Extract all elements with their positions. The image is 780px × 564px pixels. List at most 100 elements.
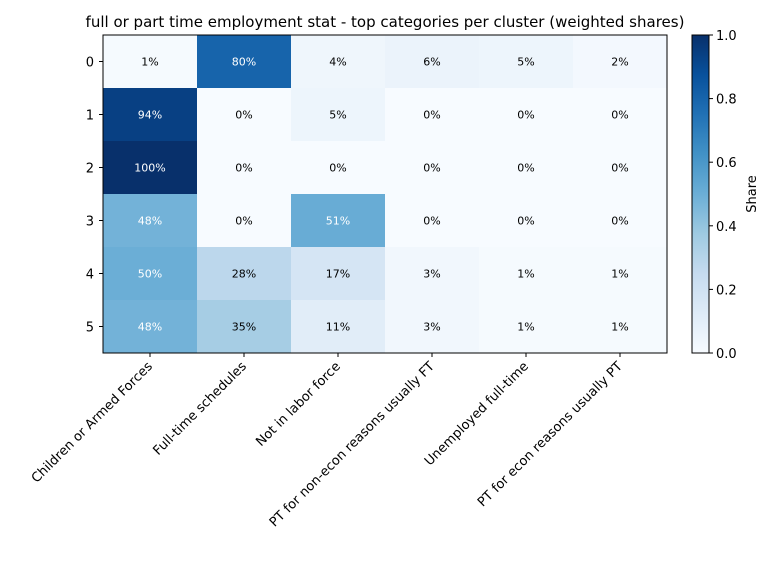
y-tick-label-0: 0 <box>86 56 94 71</box>
cell-r5-c1 <box>197 300 291 353</box>
x-tick-label-3: PT for non-econ reasons usually FT <box>267 359 438 530</box>
cell-label-r3-c3: 0% <box>423 215 440 228</box>
cell-r4-c1 <box>197 247 291 300</box>
cell-r5-c2 <box>291 300 385 353</box>
cell-label-r3-c0: 48% <box>138 215 162 228</box>
cell-r3-c4 <box>479 194 573 247</box>
cell-r1-c2 <box>291 88 385 141</box>
colorbar-tick-label-3: 0.6 <box>716 156 737 171</box>
colorbar: 0.0 0.2 0.4 0.6 0.8 1.0 Share <box>691 29 760 362</box>
cell-label-r2-c0: 100% <box>134 162 165 175</box>
heatmap-cells <box>103 35 667 353</box>
y-axis: 0 1 2 3 4 5 <box>86 56 103 336</box>
cell-label-r4-c1: 28% <box>232 268 256 281</box>
heatmap-cell-labels: 1% 80% 4% 6% 5% 2% 94% 0% 5% 0% 0% 0% 100% 0% 0% 0% 0% 0%… <box>134 56 628 334</box>
cell-r2-c2 <box>291 141 385 194</box>
cell-label-r0-c0: 1% <box>141 56 158 69</box>
cell-r1-c1 <box>197 88 291 141</box>
cell-label-r3-c5: 0% <box>611 215 628 228</box>
cell-r2-c4 <box>479 141 573 194</box>
cell-label-r1-c0: 94% <box>138 109 162 122</box>
cell-label-r5-c0: 48% <box>138 321 162 334</box>
cell-r1-c3 <box>385 88 479 141</box>
cell-r0-c0 <box>103 35 197 88</box>
cell-r0-c1 <box>197 35 291 88</box>
x-tick-label-1: Full-time schedules <box>151 359 250 458</box>
x-tick-label-0: Children or Armed Forces <box>29 359 156 486</box>
cell-r3-c5 <box>573 194 667 247</box>
cell-r3-c3 <box>385 194 479 247</box>
cell-label-r1-c4: 0% <box>517 109 534 122</box>
chart-title: full or part time employment stat - top … <box>86 13 685 31</box>
cell-label-r0-c1: 80% <box>232 56 256 69</box>
cell-label-r5-c4: 1% <box>517 321 534 334</box>
colorbar-tick-label-4: 0.8 <box>716 93 737 108</box>
cell-label-r1-c2: 5% <box>329 109 346 122</box>
cell-label-r2-c1: 0% <box>235 162 252 175</box>
colorbar-tick-label-1: 0.2 <box>716 283 737 298</box>
cell-r4-c0 <box>103 247 197 300</box>
cell-label-r2-c3: 0% <box>423 162 440 175</box>
cell-r0-c2 <box>291 35 385 88</box>
plot-frame <box>102 34 668 354</box>
cell-label-r3-c2: 51% <box>326 215 350 228</box>
colorbar-label: Share <box>745 175 760 213</box>
cell-r5-c4 <box>479 300 573 353</box>
y-tick-label-3: 3 <box>86 215 94 230</box>
cell-label-r0-c4: 5% <box>517 56 534 69</box>
cell-r1-c0 <box>103 88 197 141</box>
cell-r4-c3 <box>385 247 479 300</box>
cell-r3-c1 <box>197 194 291 247</box>
cell-label-r5-c1: 35% <box>232 321 256 334</box>
cell-r1-c4 <box>479 88 573 141</box>
cell-label-r2-c5: 0% <box>611 162 628 175</box>
cell-label-r5-c3: 3% <box>423 321 440 334</box>
cell-label-r1-c5: 0% <box>611 109 628 122</box>
cell-label-r0-c3: 6% <box>423 56 440 69</box>
cell-label-r1-c3: 0% <box>423 109 440 122</box>
cell-label-r4-c3: 3% <box>423 268 440 281</box>
cell-label-r2-c2: 0% <box>329 162 346 175</box>
y-tick-label-4: 4 <box>86 268 94 283</box>
y-tick-label-5: 5 <box>86 321 94 336</box>
cell-r3-c2 <box>291 194 385 247</box>
x-tick-label-2: Not in labor force <box>253 359 343 449</box>
y-tick-label-2: 2 <box>86 162 94 177</box>
cell-r0-c3 <box>385 35 479 88</box>
cell-label-r3-c4: 0% <box>517 215 534 228</box>
cell-label-r5-c5: 1% <box>611 321 628 334</box>
cell-r3-c0 <box>103 194 197 247</box>
y-tick-label-1: 1 <box>86 109 94 124</box>
cell-r5-c0 <box>103 300 197 353</box>
cell-r0-c5 <box>573 35 667 88</box>
colorbar-tick-label-5: 1.0 <box>716 29 737 44</box>
cell-r5-c3 <box>385 300 479 353</box>
cell-r5-c5 <box>573 300 667 353</box>
cell-label-r5-c2: 11% <box>326 321 350 334</box>
colorbar-gradient <box>691 34 710 354</box>
cell-r2-c3 <box>385 141 479 194</box>
x-tick-label-4: Unemployed full-time <box>422 359 532 469</box>
cell-r4-c5 <box>573 247 667 300</box>
cell-r1-c5 <box>573 88 667 141</box>
cell-label-r0-c5: 2% <box>611 56 628 69</box>
cell-label-r3-c1: 0% <box>235 215 252 228</box>
colorbar-tick-label-2: 0.4 <box>716 220 737 235</box>
colorbar-tick-label-0: 0.0 <box>716 347 737 362</box>
cell-r0-c4 <box>479 35 573 88</box>
cell-label-r0-c2: 4% <box>329 56 346 69</box>
cell-r4-c4 <box>479 247 573 300</box>
cell-r2-c0 <box>103 141 197 194</box>
cell-label-r4-c5: 1% <box>611 268 628 281</box>
cell-r2-c5 <box>573 141 667 194</box>
cell-label-r4-c2: 17% <box>326 268 350 281</box>
cell-r4-c2 <box>291 247 385 300</box>
cell-r2-c1 <box>197 141 291 194</box>
cell-label-r4-c4: 1% <box>517 268 534 281</box>
cell-label-r1-c1: 0% <box>235 109 252 122</box>
cell-label-r2-c4: 0% <box>517 162 534 175</box>
cell-label-r4-c0: 50% <box>138 268 162 281</box>
